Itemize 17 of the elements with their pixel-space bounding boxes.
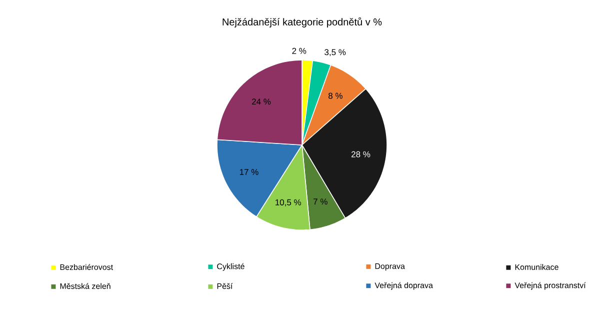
- legend-label: Veřejná prostranství: [514, 282, 586, 290]
- data-label: 8 %: [328, 92, 342, 99]
- data-label: 17 %: [240, 169, 258, 175]
- data-label: 3,5 %: [324, 49, 346, 56]
- legend-label: Bezbariérovost: [60, 264, 113, 270]
- legend-label: Městská zeleň: [60, 282, 110, 289]
- data-label: 28 %: [352, 151, 370, 158]
- legend-label: Doprava: [375, 263, 405, 271]
- legend-label: Komunikace: [515, 264, 558, 270]
- chart-title: Nejžádanější kategorie podnětů v %: [222, 17, 382, 28]
- legend-label: Cyklisté: [217, 263, 244, 271]
- data-label: 7 %: [314, 198, 328, 205]
- legend-label: Veřejná doprava: [374, 282, 433, 290]
- legend-label: Pěší: [217, 282, 233, 289]
- data-label: 10,5 %: [276, 199, 302, 206]
- data-label: 2 %: [292, 48, 306, 54]
- data-label: 24 %: [252, 98, 271, 105]
